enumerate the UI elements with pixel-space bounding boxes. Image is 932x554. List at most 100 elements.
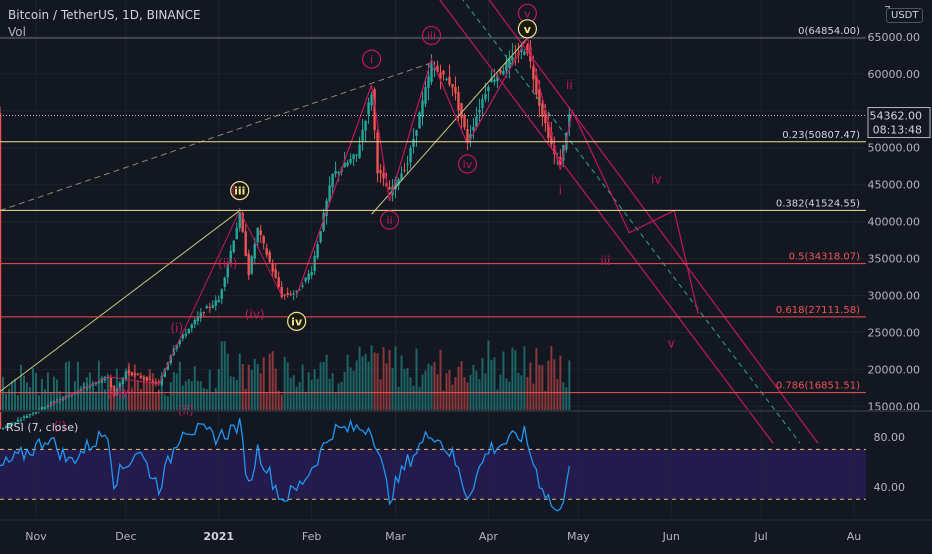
candle-body [22,416,26,418]
volume-bar [163,394,166,410]
price-axis-tick: 65000.00 [868,31,921,44]
volume-bar [220,341,223,410]
symbol-title[interactable]: Bitcoin / TetherUS, 1D, BINANCE [8,8,201,22]
rsi-axis-tick: 80.00 [874,431,906,444]
volume-bar [184,381,187,410]
rsi-indicator-label[interactable]: RSI (7, close) [6,421,79,434]
volume-bar [271,351,274,410]
volume-bar [466,382,469,410]
candle-body [511,56,514,61]
candle-body [451,84,454,88]
volume-bar [133,364,136,410]
volume-bar [562,382,565,410]
candle-body [166,362,170,370]
candle-body [319,231,322,242]
price-axis-tick: 60000.00 [868,68,921,81]
volume-bar [82,382,85,410]
candle-body [271,264,274,272]
candle-body [268,252,271,262]
volume-bar [307,372,310,410]
wave-label: ii [386,214,392,227]
volume-indicator-label[interactable]: Vol [8,25,26,39]
candle-body [469,134,472,140]
volume-bar [130,388,133,410]
candle-body [157,382,161,384]
fib-level-label: 0.382(41524.55) [776,198,860,209]
wave-path-left [47,209,283,407]
volume-bar [301,364,304,410]
candle-body [433,68,436,70]
candle-body [130,372,134,376]
volume-bar [394,346,397,410]
volume-bar [154,392,157,410]
candle-body [298,289,301,291]
volume-bars [0,340,571,410]
wave-label: i [559,184,562,198]
volume-bar [559,355,562,410]
volume-bar [400,355,403,410]
candle-body [274,269,277,278]
wave-label-circle [457,154,478,174]
volume-bar [118,384,121,410]
volume-bar [178,361,181,410]
wave-label-circle [517,19,537,39]
volume-bar [64,362,67,410]
currency-selector-button[interactable]: USDT [886,8,924,23]
volume-bar [358,346,361,410]
candle-body [280,286,283,297]
volume-bar [328,378,331,410]
volume-bar [448,369,451,410]
volume-bar [70,393,73,410]
volume-bar [112,392,115,410]
candle-body [358,144,361,158]
candle-body [331,173,334,188]
candle-body [322,212,325,231]
candle-body [124,371,128,379]
candle-body [478,109,481,113]
volume-bar [106,377,109,410]
candle-body [529,46,532,62]
volume-bar [370,345,373,410]
volume-bar [538,364,541,410]
volume-bar [274,368,277,410]
candle-body [85,386,89,389]
volume-bar [199,381,202,410]
candle-body [364,120,367,131]
volume-bar [445,373,448,410]
volume-bar [310,379,313,410]
candle-body [412,139,415,147]
candle-body [184,333,187,336]
volume-bar [526,376,529,410]
price-axis-tick: 20000.00 [868,363,921,376]
candle-body [121,377,125,385]
volume-bar [565,387,568,410]
price-axis-tick: 35000.00 [868,253,921,266]
candle-body [316,244,319,258]
candle-body [493,79,496,82]
candle-body [442,70,445,75]
time-axis-tick: Jun [662,530,680,543]
volume-bar [100,381,103,410]
volume-bar [223,341,226,410]
volume-bar [439,349,442,410]
fib-level-label: 0(64854.00) [798,26,860,37]
volume-bar [193,366,196,410]
candle-body [508,58,511,69]
volume-bar [511,347,514,410]
candle-body [139,375,143,378]
candle-body [286,293,289,295]
rsi-band-fill [0,449,866,500]
candle-body [223,277,226,287]
candle-body [427,76,430,88]
candle-body [418,112,421,129]
candle-body [409,147,412,163]
volume-bar [304,391,307,410]
candle-body [499,69,502,74]
trendline-upper [371,37,528,215]
volume-bar [226,353,229,410]
volume-bar [319,362,322,410]
volume-bar [535,348,538,410]
candle-body [310,271,313,276]
